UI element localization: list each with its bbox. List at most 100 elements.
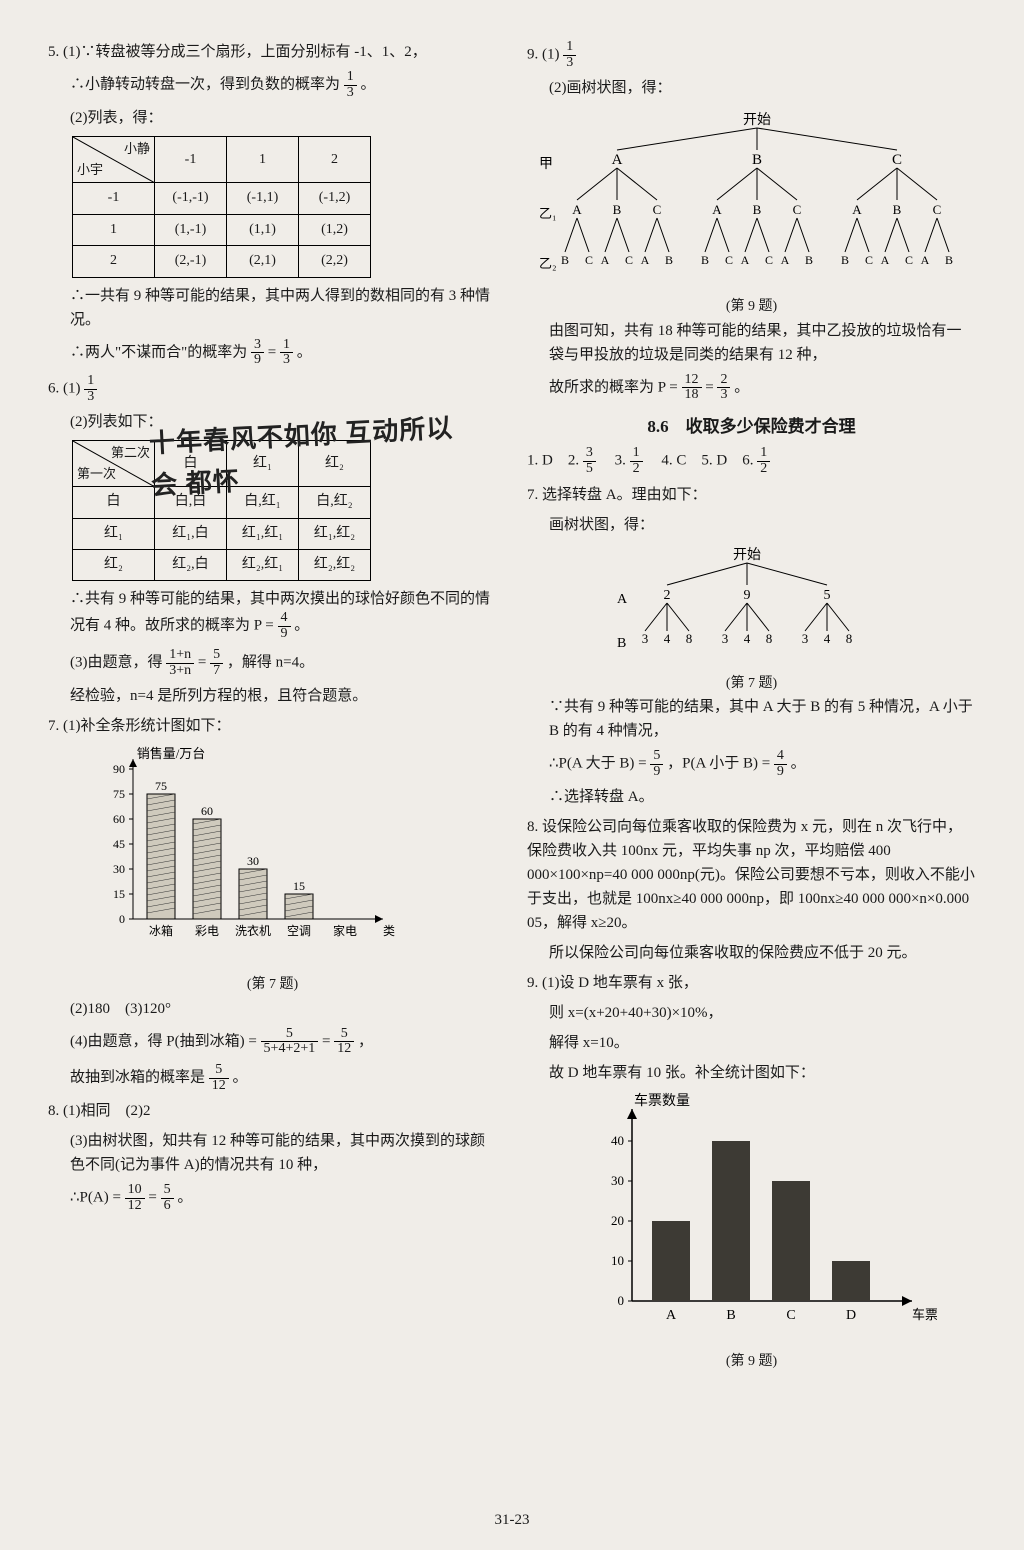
svg-text:C: C (765, 253, 773, 267)
page-footer: 31-23 (0, 1508, 1024, 1532)
q9b-l1: 9. (1)设 D 地车票有 x 张， (527, 971, 976, 995)
svg-text:C: C (933, 202, 942, 217)
svg-text:75: 75 (113, 787, 125, 801)
svg-text:B: B (752, 152, 762, 168)
svg-text:0: 0 (119, 912, 125, 926)
q9a-l4: 故所求的概率为 P = 1218 = 23 。 (527, 373, 976, 403)
svg-text:C: C (793, 202, 802, 217)
svg-text:B: B (945, 253, 953, 267)
right-column: 9. (1) 13 (2)画树状图，得： 开始甲乙₁乙₂AABCBACCABBA… (527, 40, 976, 1374)
svg-text:8: 8 (686, 631, 693, 646)
svg-text:4: 4 (824, 631, 831, 646)
svg-text:15: 15 (293, 879, 305, 893)
handwritten-note: 十年春风不如你 互动所以会 都怀 (148, 407, 472, 507)
svg-text:B: B (617, 636, 626, 651)
svg-text:A: A (921, 253, 930, 267)
q7-l4: 故抽到冰箱的概率是 512 。 (48, 1063, 497, 1093)
q7-bar-chart: 0153045607590销售量/万台75冰箱60彩电30洗衣机15空调家电类 … (78, 744, 497, 972)
q9a-caption: (第 9 题) (527, 296, 976, 318)
q5-l1: 5. (1)∵转盘被等分成三个扇形，上面分别标有 -1、1、2， (48, 40, 497, 64)
svg-text:3: 3 (722, 631, 729, 646)
q5-l5: ∴两人"不谋而合"的概率为 39 = 13 。 (48, 338, 497, 368)
q8-l2: (3)由树状图，知共有 12 种等可能的结果，其中两次摸到的球颜色不同(记为事件… (48, 1129, 497, 1177)
svg-text:B: B (561, 253, 569, 267)
svg-text:C: C (725, 253, 733, 267)
q9b-l2: 则 x=(x+20+40+30)×10%， (527, 1001, 976, 1025)
svg-text:3: 3 (802, 631, 809, 646)
svg-text:销售量/万台: 销售量/万台 (137, 746, 206, 761)
svg-text:D: D (846, 1308, 856, 1323)
svg-text:45: 45 (113, 837, 125, 851)
svg-text:8: 8 (766, 631, 773, 646)
svg-text:C: C (585, 253, 593, 267)
svg-text:乙₁: 乙₁ (539, 206, 557, 221)
svg-text:家电: 家电 (333, 923, 357, 938)
svg-text:40: 40 (611, 1133, 624, 1148)
svg-text:C: C (625, 253, 633, 267)
q7-l1: 7. (1)补全条形统计图如下： (48, 714, 497, 738)
svg-text:60: 60 (113, 812, 125, 826)
svg-text:A: A (572, 202, 582, 217)
frac: 13 (344, 70, 357, 100)
svg-text:A: A (781, 253, 790, 267)
svg-text:B: B (665, 253, 673, 267)
svg-text:A: A (666, 1308, 677, 1323)
svg-text:彩电: 彩电 (195, 924, 219, 938)
q7b-l1: 7. 选择转盘 A。理由如下： (527, 483, 976, 507)
svg-text:B: B (701, 253, 709, 267)
section-title: 8.6 收取多少保险费才合理 (527, 413, 976, 440)
q7b-l2: 画树状图，得： (527, 513, 976, 537)
svg-text:C: C (865, 253, 873, 267)
q8b-l2: 所以保险公司向每位乘客收取的保险费应不低于 20 元。 (527, 941, 976, 965)
svg-text:2: 2 (664, 588, 671, 603)
q8-l3: ∴P(A) = 1012 = 56 。 (48, 1183, 497, 1213)
svg-text:8: 8 (846, 631, 853, 646)
svg-text:A: A (617, 592, 628, 607)
svg-text:B: B (613, 202, 622, 217)
svg-text:3: 3 (642, 631, 649, 646)
q9a-l3: 由图可知，共有 18 种等可能的结果，其中乙投放的垃圾恰有一袋与甲投放的垃圾是同… (527, 319, 976, 367)
svg-text:B: B (805, 253, 813, 267)
q5-l4: ∴一共有 9 种等可能的结果，其中两人得到的数相同的有 3 种情况。 (48, 284, 497, 332)
q9a-tree: 开始甲乙₁乙₂AABCBACCABBABCBACCABCABCBACCAB (527, 106, 976, 294)
svg-text:冰箱: 冰箱 (149, 923, 173, 938)
q7-l3: (4)由题意，得 P(抽到冰箱) = 55+4+2+1 = 512 ， (48, 1027, 497, 1057)
q6-l4: (3)由题意，得 1+n3+n = 57 ，解得 n=4。 (48, 648, 497, 678)
svg-text:5: 5 (824, 588, 831, 603)
svg-text:A: A (852, 202, 862, 217)
q9b-l3: 解得 x=10。 (527, 1031, 976, 1055)
svg-text:60: 60 (201, 804, 213, 818)
q5-l3: (2)列表，得： (48, 106, 497, 130)
svg-text:空调: 空调 (287, 924, 311, 938)
q5-l2-a: ∴小静转动转盘一次，得到负数的概率为 (70, 77, 340, 93)
q5-l2: ∴小静转动转盘一次，得到负数的概率为 13 。 (48, 70, 497, 100)
svg-text:A: A (612, 152, 623, 168)
svg-text:C: C (786, 1308, 795, 1323)
q7b-tree: 开始AB234893485348 (587, 543, 976, 671)
svg-text:车票数量: 车票数量 (634, 1092, 690, 1109)
svg-text:甲: 甲 (539, 157, 553, 172)
svg-text:10: 10 (611, 1253, 624, 1268)
q7b-l5: ∴选择转盘 A。 (527, 785, 976, 809)
svg-text:类 别: 类 别 (383, 924, 398, 938)
svg-text:A: A (741, 253, 750, 267)
svg-text:0: 0 (618, 1293, 625, 1308)
q6-l5: 经检验，n=4 是所列方程的根，且符合题意。 (48, 684, 497, 708)
diag-cell: 小静 小宇 (73, 137, 155, 183)
q6-l3: ∴共有 9 种等可能的结果，其中两次摸出的球恰好颜色不同的情况有 4 种。故所求… (48, 587, 497, 641)
svg-text:B: B (726, 1308, 735, 1323)
q7b-l4: ∴P(A 大于 B) = 59 ，P(A 小于 B) = 49 。 (527, 749, 976, 779)
svg-text:C: C (905, 253, 913, 267)
q9b-bar-chart: 010203040车票数量ABCD车票种类 (577, 1091, 976, 1349)
svg-text:4: 4 (744, 631, 751, 646)
q8b-l1: 8. 设保险公司向每位乘客收取的保险费为 x 元，则在 n 次飞行中，保险费收入… (527, 815, 976, 935)
q8-l1: 8. (1)相同 (2)2 (48, 1099, 497, 1123)
q9b-l4: 故 D 地车票有 10 张。补全统计图如下： (527, 1061, 976, 1085)
answers-line: 1. D 2. 35 3. 12 4. C 5. D 6. 12 (527, 446, 976, 476)
svg-text:30: 30 (247, 854, 259, 868)
svg-text:30: 30 (113, 862, 125, 876)
svg-text:9: 9 (744, 588, 751, 603)
q7-l2: (2)180 (3)120° (48, 997, 497, 1021)
svg-text:乙₂: 乙₂ (539, 256, 557, 271)
svg-text:A: A (881, 253, 890, 267)
